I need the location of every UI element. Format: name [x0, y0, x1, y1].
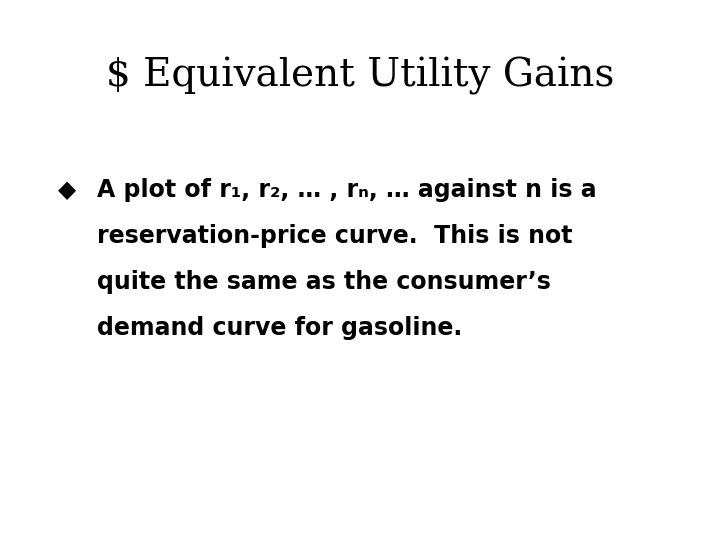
- Text: A plot of r₁, r₂, … , rₙ, … against n is a: A plot of r₁, r₂, … , rₙ, … against n is…: [97, 178, 597, 202]
- Text: demand curve for gasoline.: demand curve for gasoline.: [97, 316, 462, 340]
- Text: quite the same as the consumer’s: quite the same as the consumer’s: [97, 270, 551, 294]
- Text: reservation-price curve.  This is not: reservation-price curve. This is not: [97, 224, 572, 248]
- Text: ◆: ◆: [58, 178, 76, 202]
- Text: $ Equivalent Utility Gains: $ Equivalent Utility Gains: [106, 57, 614, 94]
